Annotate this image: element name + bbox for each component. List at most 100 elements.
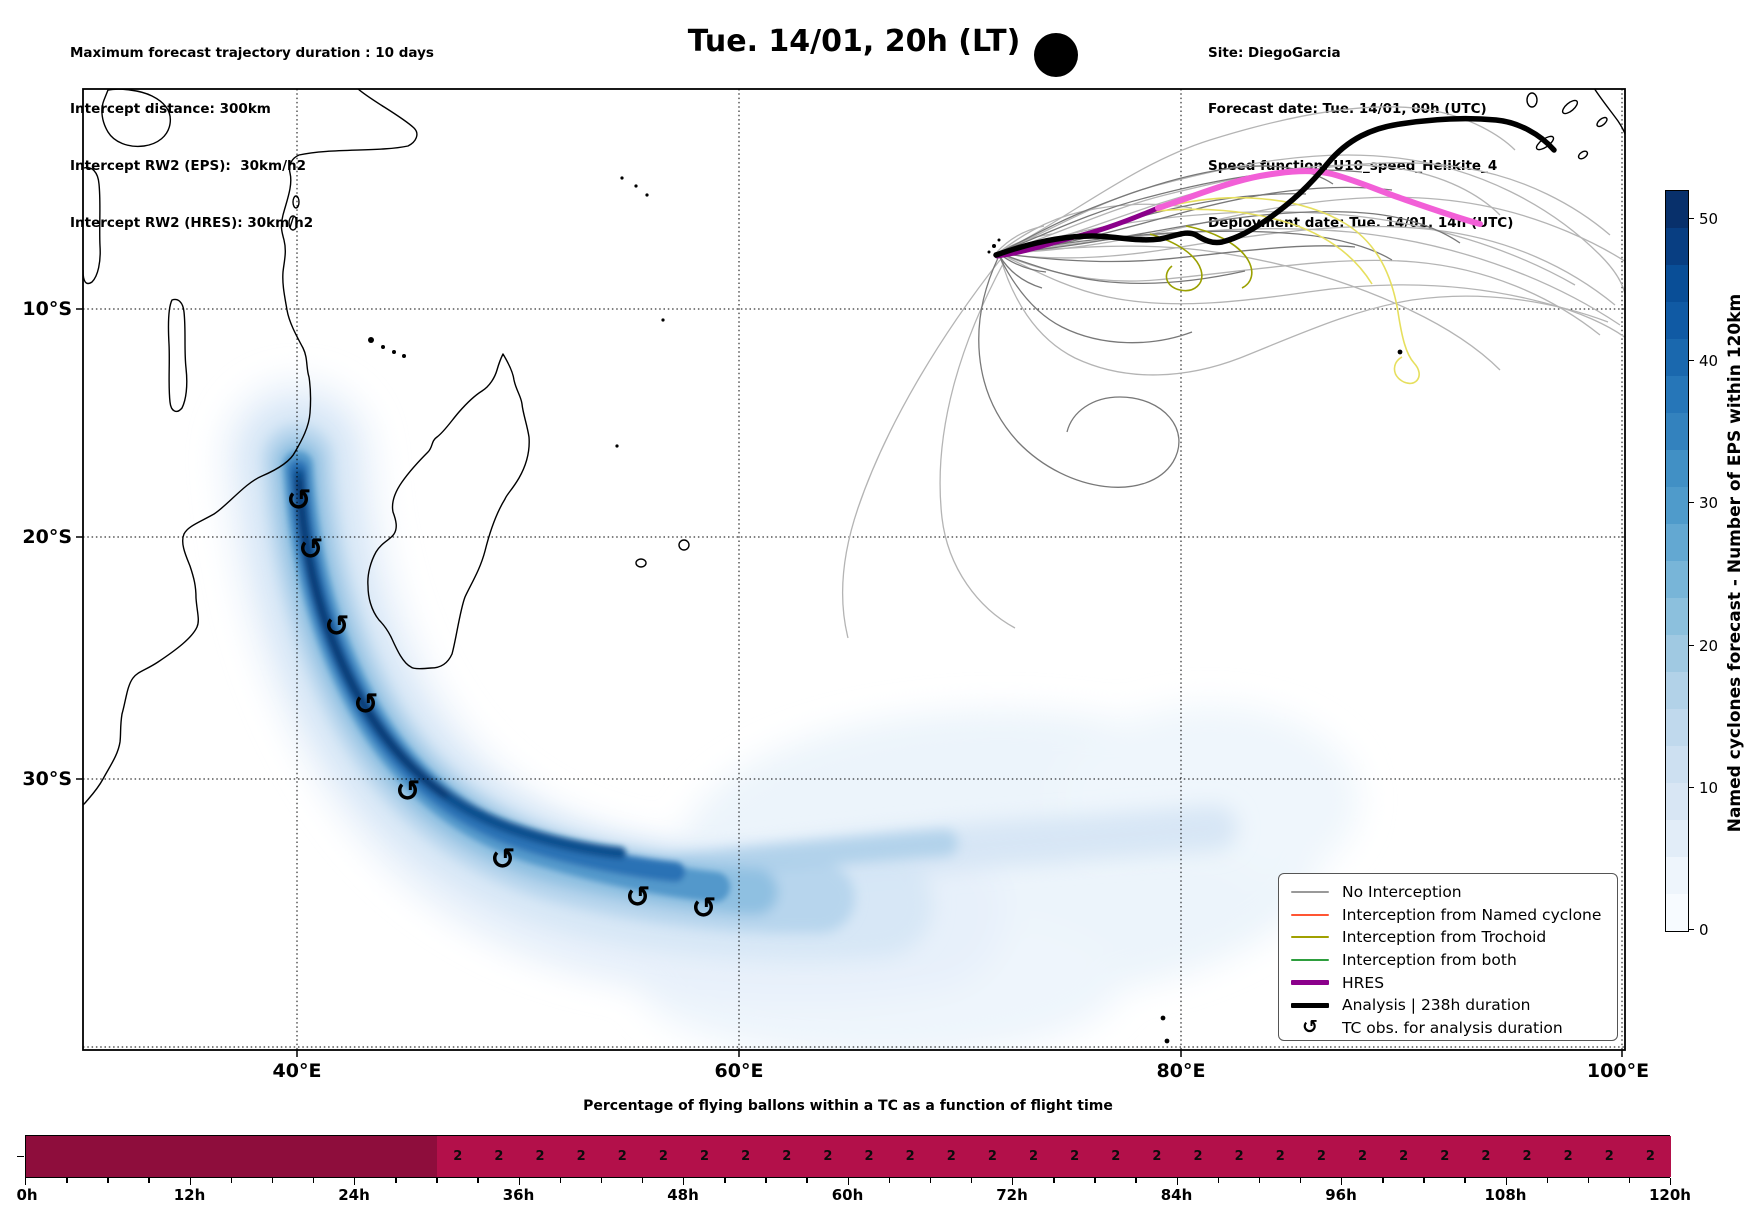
tc-bin-value: 2 [1604,1149,1614,1164]
bottom-axis-tick [230,1178,233,1183]
tc-bin-value: 2 [946,1149,956,1164]
bottom-axis-tick [1053,1178,1055,1183]
bottom-axis-tick [970,1178,973,1183]
purple-line-swatch [1291,980,1329,986]
bottom-axis-tick [354,1178,356,1185]
bottom-axis-tick [66,1178,68,1183]
island-zanzibar [288,215,298,231]
tc-bin-value: 2 [1316,1149,1326,1164]
tc-bin-value: 2 [1522,1149,1532,1164]
legend-item: Interception from both [1291,949,1617,972]
legend-item: ↺ TC obs. for analysis duration [1291,1017,1617,1040]
tc-bin-value: 2 [494,1149,504,1164]
bottom-axis-tick [683,1178,685,1185]
bottom-axis-tick [1176,1178,1178,1185]
analysis-track [993,115,1557,258]
lon-tick-100e: 100°E [1586,1060,1650,1082]
tc-bin-value: 2 [1399,1149,1409,1164]
island-nias [1561,99,1579,115]
bottom-axis-tick [929,1178,932,1183]
tc-bin-value: 2 [453,1149,463,1164]
bottom-axis-tick [724,1178,726,1183]
bottom-axis-tick [1587,1178,1590,1183]
bottom-axis-tick [1423,1178,1425,1183]
sumatra-coastline [1593,89,1625,137]
tc-bin-value: 2 [1645,1149,1655,1164]
small-islands [368,176,1403,1044]
bottom-axis-tick [1546,1178,1549,1183]
svg-text:↺: ↺ [286,483,311,518]
tc-bin-value: 2 [823,1149,833,1164]
bottom-axis-tick [312,1178,315,1183]
madagascar-coastline [367,353,530,670]
bottom-axis-tick [477,1178,479,1183]
bottom-axis-tick [1258,1178,1261,1183]
lat-tick-20s: 20°S [22,526,72,548]
orange-line-swatch [1291,913,1329,916]
svg-text:↺: ↺ [324,609,349,644]
hres-track-extension-pink [1155,168,1483,227]
tc-bin-value: 2 [1440,1149,1450,1164]
tc-percentage-bar: 2 2 2 2 2 2 2 2 2 2 2 2 2 2 2 2 2 2 2 2 2 2 2 2 2 2 2 2 2 2 [25,1135,1671,1178]
tc-bin-value: 2 [1563,1149,1573,1164]
bottom-axis-tick [1217,1178,1220,1183]
bottom-axis-tick [1505,1178,1507,1185]
legend-item: Interception from Named cyclone [1291,904,1617,927]
bottom-axis-tick [1464,1178,1466,1183]
tc-bin-value: 2 [1275,1149,1285,1164]
tc-bin-value: 2 [576,1149,586,1164]
lat-tick-10s: 10°S [22,298,72,320]
gray-line-swatch [1291,891,1329,894]
bottom-axis-tick [1628,1178,1631,1183]
figure-title: Tue. 14/01, 20h (LT) [687,24,1021,59]
map-legend: No Interception Interception from Named … [1278,873,1618,1041]
tc-bin-value: 2 [617,1149,627,1164]
island-mauritius [678,539,690,551]
tc-bar-bins: 2 2 2 2 2 2 2 2 2 2 2 2 2 2 2 2 2 2 2 2 2 2 2 2 2 2 2 2 2 2 [437,1136,1671,1177]
bottom-axis-tick [641,1178,644,1183]
lake-malawi [167,298,188,413]
bottom-axis-tick [1341,1178,1343,1185]
tc-bin-value: 2 [535,1149,545,1164]
tc-symbol-icon: ↺ [1302,1016,1318,1039]
tc-bin-value: 2 [699,1149,710,1164]
tc-bin-value: 2 [1234,1149,1244,1164]
legend-item: Analysis | 238h duration [1291,994,1617,1017]
bottom-axis-tick [1299,1178,1302,1183]
bottom-chart-title: Percentage of flying ballons within a TC… [583,1098,1113,1114]
map-axis-ticks [76,308,1623,1057]
africa-coastline [83,89,418,806]
olive-line-swatch [1291,936,1329,939]
tc-bin-value: 2 [782,1149,792,1164]
bottom-axis-tick [436,1178,438,1183]
legend-item: No Interception [1291,881,1617,904]
moon-phase-icon [1034,33,1078,77]
bottom-axis-ticks [25,1178,1672,1188]
eps-trajectories-gray [841,106,1625,639]
tc-bin-value: 2 [1070,1149,1080,1164]
tc-bin-value: 2 [1481,1149,1491,1164]
islet [1577,150,1589,160]
bottom-axis-tick [25,1178,27,1185]
bottom-axis-tick [518,1178,520,1185]
bottom-axis-tick [148,1178,150,1183]
lat-tick-30s: 30°S [22,768,72,790]
bottom-axis-tick [765,1178,767,1183]
svg-text:↺: ↺ [625,880,650,915]
bottom-axis-labels: 0h 12h 24h 36h 48h 60h 72h 84h 96h 108h … [16,1186,1691,1204]
bottom-axis-tick [1012,1178,1014,1185]
lon-tick-40e: 40°E [272,1060,322,1082]
lon-tick-80e: 80°E [1156,1060,1206,1082]
lake-tanganyika [83,166,101,285]
lon-tick-60e: 60°E [714,1060,764,1082]
black-line-swatch [1291,1002,1329,1008]
tc-bin-value: 2 [1357,1149,1368,1164]
bottom-axis-tick [189,1178,191,1185]
info-right-line: Site: DiegoGarcia [1208,44,1341,61]
svg-text:↺: ↺ [395,774,420,809]
map-frame [82,88,1626,1051]
bottom-axis-tick [1670,1178,1672,1185]
tc-observation-markers: ↺ ↺ ↺ ↺ ↺ ↺ ↺ ↺ [286,483,716,926]
